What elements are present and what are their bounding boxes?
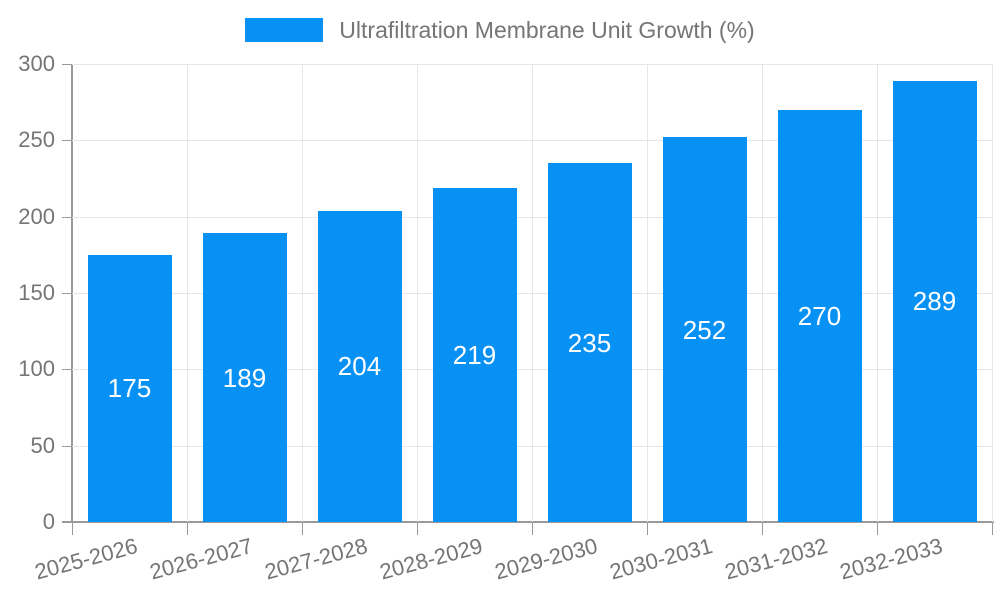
y-axis-tick bbox=[62, 522, 72, 523]
vertical-gridline bbox=[992, 64, 993, 522]
bar-value-label: 252 bbox=[682, 314, 727, 345]
bar-value-label: 219 bbox=[452, 339, 497, 370]
vertical-gridline bbox=[187, 64, 188, 522]
y-axis-tick-label: 250 bbox=[18, 127, 55, 153]
y-axis-tick-label: 200 bbox=[18, 203, 55, 229]
bar[interactable]: 204 bbox=[317, 210, 402, 522]
vertical-gridline bbox=[762, 64, 763, 522]
x-axis-category-label: 2030-2031 bbox=[607, 533, 716, 585]
y-axis-tick bbox=[62, 140, 72, 142]
bar[interactable]: 289 bbox=[892, 80, 977, 522]
bar[interactable]: 189 bbox=[202, 233, 287, 522]
bar[interactable]: 252 bbox=[662, 137, 747, 522]
x-axis-tick bbox=[302, 522, 303, 535]
x-axis-tick bbox=[877, 522, 878, 535]
bar[interactable]: 219 bbox=[432, 187, 517, 522]
bar-value-label: 270 bbox=[797, 300, 842, 331]
bar[interactable]: 270 bbox=[777, 109, 862, 522]
bar-value-label: 289 bbox=[912, 286, 957, 317]
y-axis-tick-label: 100 bbox=[18, 356, 55, 382]
legend-swatch-icon bbox=[245, 18, 324, 42]
x-axis-category-label: 2029-2030 bbox=[492, 533, 601, 585]
x-axis-category-label: 2025-2026 bbox=[32, 533, 141, 585]
y-axis-tick-label: 0 bbox=[42, 509, 55, 534]
x-axis-tick bbox=[762, 522, 763, 535]
vertical-gridline bbox=[417, 64, 418, 522]
vertical-gridline bbox=[877, 64, 878, 522]
legend[interactable]: Ultrafiltration Membrane Unit Growth (%) bbox=[0, 18, 1000, 42]
x-axis-line bbox=[62, 521, 994, 523]
bar-value-label: 175 bbox=[107, 373, 152, 404]
y-axis-tick bbox=[62, 64, 72, 65]
vertical-gridline bbox=[532, 64, 533, 522]
x-axis-tick bbox=[417, 522, 418, 535]
legend-label: Ultrafiltration Membrane Unit Growth (%) bbox=[339, 16, 755, 43]
x-axis-tick bbox=[532, 522, 533, 535]
x-axis-category-label: 2027-2028 bbox=[262, 533, 371, 585]
y-axis-tick bbox=[62, 216, 72, 218]
bar-value-label: 189 bbox=[222, 362, 267, 393]
y-axis-tick bbox=[62, 445, 72, 447]
bar[interactable]: 175 bbox=[87, 254, 172, 522]
y-axis-tick bbox=[62, 369, 72, 371]
x-axis-tick bbox=[72, 522, 73, 535]
bar[interactable]: 235 bbox=[547, 163, 632, 522]
x-axis-category-label: 2031-2032 bbox=[722, 533, 831, 585]
y-axis-tick-label: 300 bbox=[18, 51, 55, 76]
x-axis-tick bbox=[992, 522, 993, 535]
y-axis-tick bbox=[62, 293, 72, 294]
plot-area: 0 50 100 150 200 250 300 175 2025-2026 189 2026-20… bbox=[18, 53, 994, 584]
x-axis-category-label: 2026-2027 bbox=[147, 533, 256, 585]
x-axis-tick bbox=[647, 522, 648, 535]
x-axis-category-label: 2032-2033 bbox=[837, 533, 946, 585]
bar-value-label: 204 bbox=[337, 351, 382, 382]
vertical-gridline bbox=[647, 64, 648, 522]
y-axis-tick-label: 150 bbox=[18, 280, 55, 305]
vertical-gridline bbox=[302, 64, 303, 522]
y-axis-tick-label: 50 bbox=[30, 432, 55, 458]
bar-value-label: 235 bbox=[567, 327, 612, 358]
x-axis-category-label: 2028-2029 bbox=[377, 533, 486, 585]
x-axis-tick bbox=[187, 522, 188, 535]
